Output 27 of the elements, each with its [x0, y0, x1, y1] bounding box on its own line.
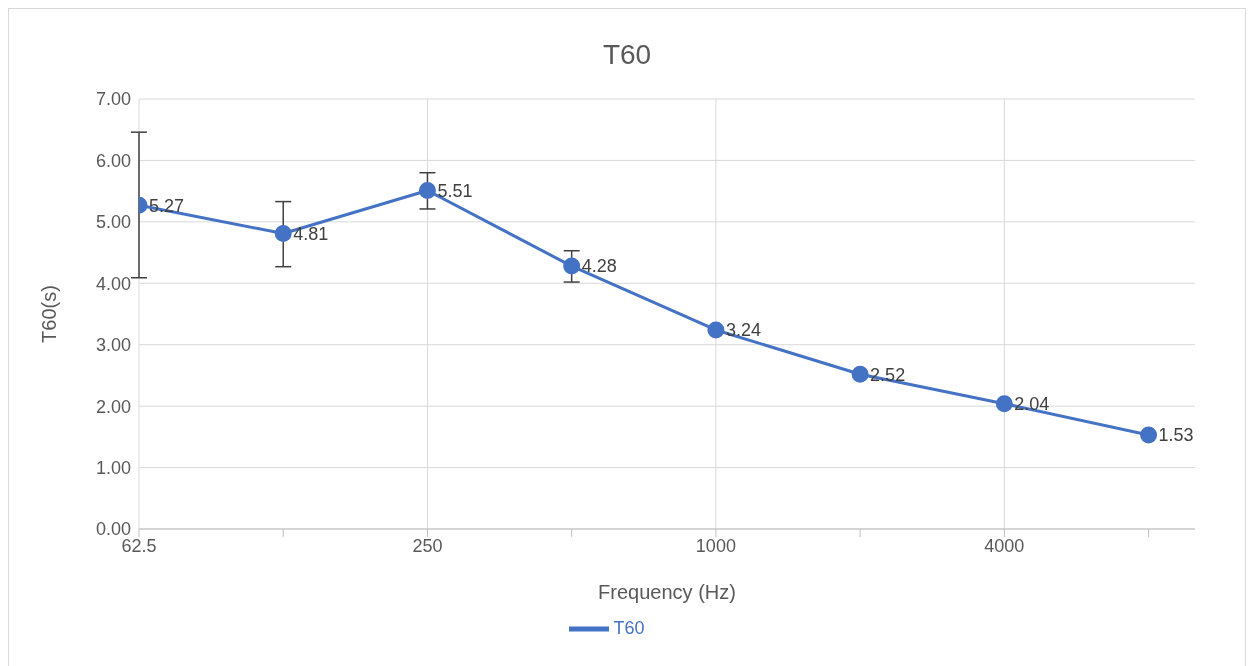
chart-title: T60	[601, 38, 653, 72]
data-label: 2.04	[1014, 394, 1050, 415]
data-label: 5.51	[437, 180, 473, 201]
y-tick-label: 3.00	[95, 335, 131, 356]
data-label: 3.24	[725, 320, 761, 341]
y-tick-label: 6.00	[95, 150, 131, 171]
data-label: 4.28	[581, 256, 617, 277]
data-label: 4.81	[293, 223, 329, 244]
point	[418, 182, 436, 200]
y-axis-title: T60(s)	[38, 285, 61, 343]
y-tick-label: 4.00	[95, 273, 131, 294]
y-tick-label: 2.00	[95, 396, 131, 417]
x-axis-title: Frequency (Hz)	[598, 581, 736, 603]
y-tick-label: 5.00	[95, 212, 131, 233]
x-tick-label: 1000	[695, 535, 736, 556]
y-tick-label: 7.00	[95, 89, 131, 110]
x-tick-label: 250	[412, 535, 443, 556]
point	[1140, 426, 1158, 444]
y-tick-label: 1.00	[95, 457, 131, 478]
data-label: 1.53	[1158, 425, 1194, 446]
x-tick-label: 4000	[984, 535, 1025, 556]
point	[851, 365, 869, 383]
point	[563, 257, 581, 275]
point	[707, 321, 725, 339]
point	[274, 225, 292, 243]
legend-label: T60	[613, 617, 645, 638]
point	[995, 395, 1013, 413]
